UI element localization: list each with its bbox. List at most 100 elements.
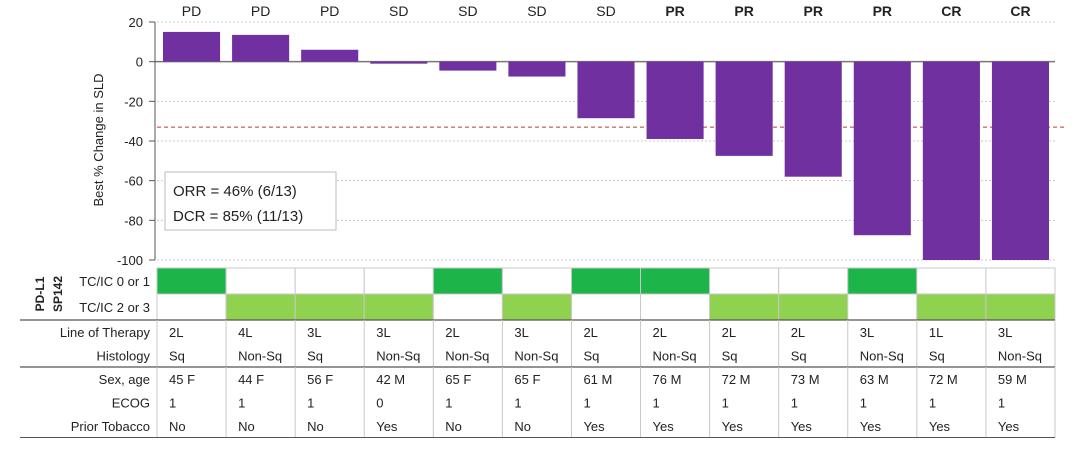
pdl1-cell — [709, 293, 780, 321]
y-tick-label: 20 — [129, 15, 143, 30]
bar-3 — [301, 49, 359, 62]
pdl1-cell — [847, 293, 918, 321]
y-axis: 20 0 -20 -40 -60 -80 -100 — [117, 15, 156, 268]
table-cell: 2L — [445, 325, 459, 340]
bar-10 — [784, 61, 842, 177]
table-cell: Sq — [722, 349, 738, 364]
table-cell: Sq — [583, 349, 599, 364]
table-cell: 1 — [653, 396, 660, 411]
y-tick-label: 0 — [136, 55, 143, 70]
pdl1-cell — [640, 293, 711, 321]
pdl1-cell — [156, 267, 227, 295]
pdl1-cell — [640, 267, 711, 295]
pdl1-cell — [432, 267, 503, 295]
pdl1-cell — [501, 293, 572, 321]
table-cell: 44 F — [238, 372, 264, 387]
table-cell: 3L — [307, 325, 321, 340]
table-cell: 1 — [514, 396, 521, 411]
bar-7 — [577, 61, 635, 119]
table-cell: 1 — [445, 396, 452, 411]
table-row-label: Sex, age — [99, 372, 150, 387]
pdl1-cell — [294, 293, 365, 321]
table-cell: Non-Sq — [653, 349, 697, 364]
response-label: PD — [182, 3, 201, 19]
table-cell: 2L — [583, 325, 597, 340]
table-cell: 3L — [514, 325, 528, 340]
table-cell: Yes — [860, 419, 882, 434]
table-cell: 65 F — [445, 372, 471, 387]
pdl1-cell — [985, 293, 1056, 321]
table-cell: 1 — [722, 396, 729, 411]
response-label: PD — [320, 3, 339, 19]
pdl1-cell — [847, 267, 918, 295]
response-label: PR — [665, 3, 684, 19]
bar-8 — [646, 61, 704, 140]
pdl1-cell — [156, 293, 227, 321]
pdl1-cell — [294, 267, 365, 295]
table-cell: 1L — [929, 325, 943, 340]
bar-9 — [715, 61, 773, 156]
pdl1-cell — [709, 267, 780, 295]
table-cell: Yes — [722, 419, 744, 434]
table-cell: 1 — [238, 396, 245, 411]
pdl1-cell — [778, 267, 849, 295]
bars — [163, 31, 1049, 260]
table-cell: No — [307, 419, 324, 434]
pdl1-section: PD-L1 SP142 TC/IC 0 or 1 TC/IC 2 or 3 — [20, 267, 1056, 321]
pdl1-group-label: PD-L1 — [33, 276, 47, 311]
table-cell: 1 — [307, 396, 314, 411]
table-row-label: Histology — [97, 349, 151, 364]
table-cell: 2L — [653, 325, 667, 340]
table-cell: Non-Sq — [514, 349, 558, 364]
response-label: PR — [734, 3, 753, 19]
table-cell: Yes — [998, 419, 1020, 434]
pdl1-cell — [570, 293, 642, 321]
table-row-label: Line of Therapy — [60, 325, 151, 340]
table-cell: 3L — [998, 325, 1012, 340]
table-cell: Non-Sq — [238, 349, 282, 364]
table-cell: 1 — [169, 396, 176, 411]
response-label: SD — [458, 3, 477, 19]
pdl1-cell — [225, 267, 296, 295]
pdl1-row-label: TC/IC 0 or 1 — [79, 274, 150, 289]
bar-11 — [853, 61, 911, 236]
response-label: SD — [527, 3, 546, 19]
table-cell: 61 M — [583, 372, 612, 387]
table-cell: 56 F — [307, 372, 333, 387]
pdl1-cell — [225, 293, 296, 321]
table-cell: Yes — [583, 419, 605, 434]
table-cell: No — [238, 419, 255, 434]
table-cell: 45 F — [169, 372, 195, 387]
pdl1-cell — [432, 293, 503, 321]
y-tick-label: -80 — [124, 213, 143, 228]
table-cell: 1 — [998, 396, 1005, 411]
table-cell: Sq — [929, 349, 945, 364]
annotation-box: ORR = 46% (6/13) DCR = 85% (11/13) — [164, 171, 337, 231]
bar-4 — [370, 61, 428, 64]
table-cell: Sq — [307, 349, 323, 364]
pdl1-cell — [501, 267, 572, 295]
pdl1-cell — [985, 267, 1056, 295]
response-label: CR — [1010, 3, 1030, 19]
bar-2 — [232, 34, 290, 62]
table-cell: 42 M — [376, 372, 405, 387]
table-cell: No — [514, 419, 531, 434]
table-cell: 72 M — [722, 372, 751, 387]
response-labels: PD PD PD SD SD SD SD PR PR PR PR CR CR — [182, 3, 1031, 19]
table-cell: Non-Sq — [445, 349, 489, 364]
table-cell: Non-Sq — [860, 349, 904, 364]
table-cell: 73 M — [791, 372, 820, 387]
y-tick-label: -60 — [124, 174, 143, 189]
response-label: PR — [804, 3, 823, 19]
response-label: PR — [873, 3, 892, 19]
table-row-label: ECOG — [112, 396, 150, 411]
pdl1-cell — [363, 293, 434, 321]
table-cell: 4L — [238, 325, 252, 340]
response-label: CR — [941, 3, 961, 19]
pdl1-cell — [363, 267, 434, 295]
table-cell: 72 M — [929, 372, 958, 387]
table-cell: No — [445, 419, 462, 434]
table-cell: 65 F — [514, 372, 540, 387]
table-cell: 1 — [791, 396, 798, 411]
